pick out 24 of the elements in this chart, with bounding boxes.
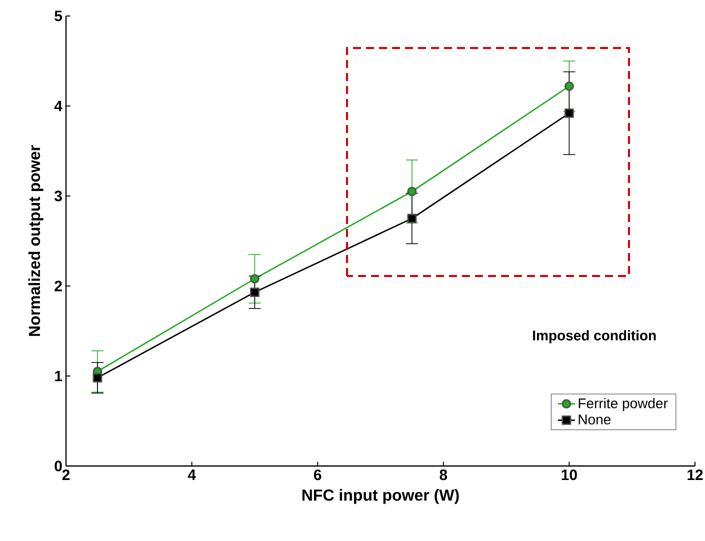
x-axis-title: NFC input power (W) [302,489,459,504]
y-tick-label: 5 [54,10,62,22]
x-tick-label: 4 [188,470,196,480]
x-tick-label: 10 [562,470,577,480]
point [564,81,574,91]
x-tick-label: 2 [62,470,70,480]
y-tick-label: 1 [55,370,62,382]
legend-title: Imposed condition [533,330,656,344]
point [250,274,260,284]
y-axis-title: Normalized output power [28,145,44,336]
legend-label: Ferrite powder [578,398,668,412]
point [407,214,417,224]
y-tick-label: 0 [54,460,62,472]
y-tick-label: 3 [54,190,62,202]
point [250,288,260,297]
y-tick-label: 4 [54,100,62,112]
point [407,186,417,196]
x-tick-label: 12 [688,470,703,480]
point [92,373,102,382]
point [564,108,574,118]
x-tick-label: 8 [440,470,448,480]
y-tick-label: 2 [54,280,62,292]
legend-label: None [578,414,611,424]
x-tick-label: 6 [314,470,322,480]
